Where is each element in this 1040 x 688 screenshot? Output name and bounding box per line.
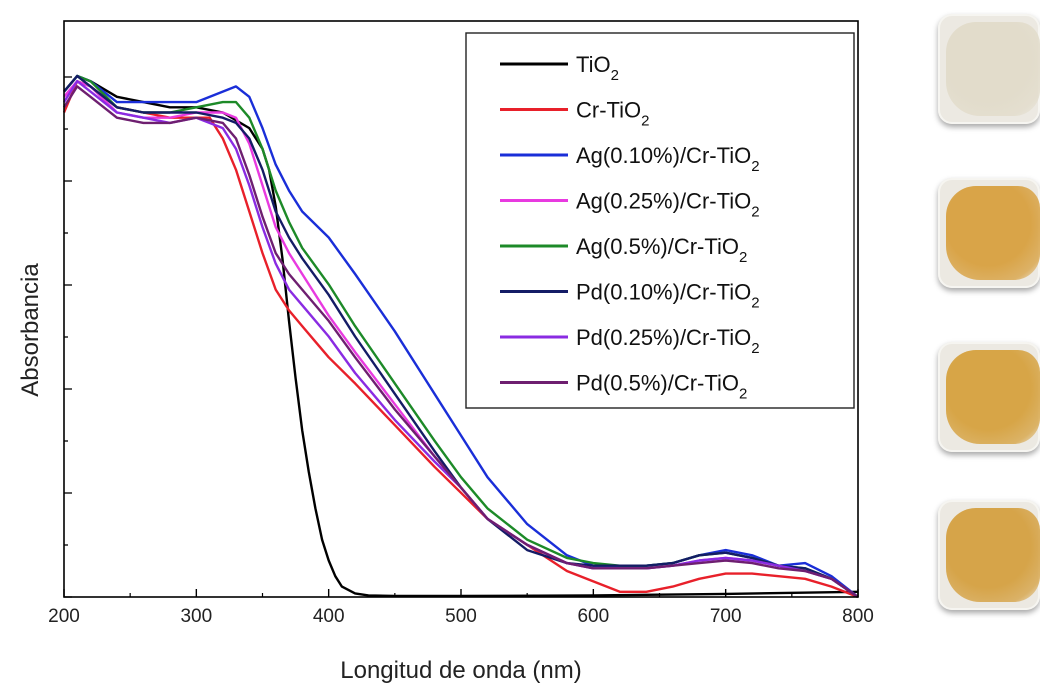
legend-box <box>465 32 855 409</box>
series-line-8 <box>62 85 859 598</box>
x-tick-label: 500 <box>445 606 477 627</box>
powder-swatch-1 <box>946 22 1040 116</box>
legend: TiO2 Cr-TiO2 Ag(0.10%)/Cr-TiO2 Ag(0.25%)/Cr… <box>465 32 855 409</box>
legend-label-5: Ag(0.5%)/Cr-TiO2 <box>576 234 747 266</box>
series-line-2 <box>62 80 859 599</box>
series-line-6 <box>63 74 859 598</box>
series-line-3 <box>63 74 859 598</box>
sample-photo-3 <box>938 342 1040 452</box>
legend-label-7: Pd(0.25%)/Cr-TiO2 <box>576 325 760 357</box>
powder-swatch-4 <box>946 508 1040 602</box>
y-axis-title: Absorbancia <box>17 263 44 397</box>
legend-label-6: Pd(0.10%)/Cr-TiO2 <box>576 280 760 312</box>
sample-photo-1 <box>938 14 1040 124</box>
x-tick-label: 800 <box>842 606 874 627</box>
x-tick-label: 700 <box>710 606 742 627</box>
x-tick-label: 200 <box>48 606 80 627</box>
powder-swatch-3 <box>946 350 1040 444</box>
x-tick-label: 300 <box>180 606 212 627</box>
legend-label-2: Cr-TiO2 <box>576 98 650 130</box>
x-axis-title: Longitud de onda (nm) <box>340 657 582 684</box>
absorbance-chart: 200 300 400 500 600 700 800 Longitud de onda (… <box>17 20 874 684</box>
ticks-layer: 200 300 400 500 600 700 800 <box>48 76 874 627</box>
legend-label-8: Pd(0.5%)/Cr-TiO2 <box>576 371 747 403</box>
legend-label-1: TiO2 <box>576 52 619 84</box>
series-layer <box>62 74 859 599</box>
powder-swatch-2 <box>946 186 1040 280</box>
sample-photo-4 <box>938 500 1040 610</box>
series-line-1 <box>63 74 859 598</box>
legend-label-3: Ag(0.10%)/Cr-TiO2 <box>576 143 760 175</box>
x-tick-label: 400 <box>313 606 345 627</box>
legend-label-4: Ag(0.25%)/Cr-TiO2 <box>576 189 760 221</box>
sample-photos <box>930 0 1040 688</box>
sample-photo-2 <box>938 178 1040 288</box>
x-tick-label: 600 <box>577 606 609 627</box>
